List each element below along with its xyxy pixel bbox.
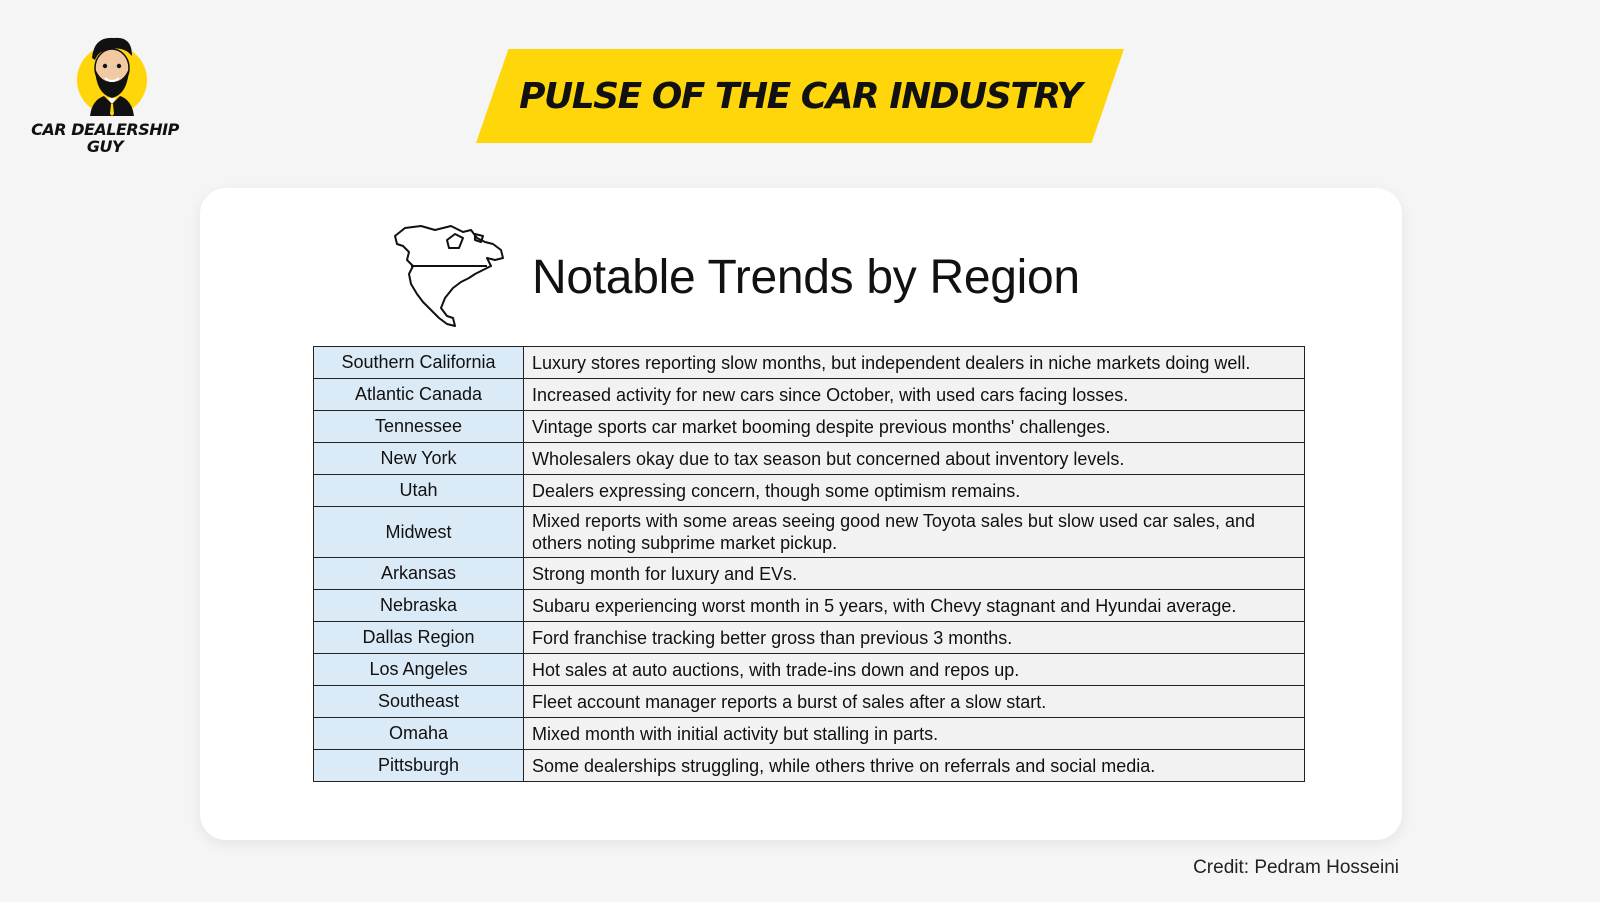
credit-text: Credit: Pedram Hosseini — [1193, 857, 1399, 878]
section-title: Notable Trends by Region — [532, 251, 1080, 304]
brand-logo: CAR DEALERSHIP GUY — [20, 28, 190, 168]
region-cell: Midwest — [313, 506, 524, 558]
trend-cell: Dealers expressing concern, though some … — [523, 474, 1305, 507]
north-america-map-icon — [394, 225, 504, 327]
table-row: Midwest Mixed reports with some areas se… — [313, 506, 1305, 558]
trend-cell: Subaru experiencing worst month in 5 yea… — [523, 589, 1305, 622]
trend-cell: Wholesalers okay due to tax season but c… — [523, 442, 1305, 475]
table-row: Dallas Region Ford franchise tracking be… — [313, 621, 1305, 654]
trend-cell: Mixed reports with some areas seeing goo… — [523, 506, 1305, 558]
brand-name: CAR DEALERSHIP GUY — [20, 121, 190, 155]
region-cell: Los Angeles — [313, 653, 524, 686]
table-row: New York Wholesalers okay due to tax sea… — [313, 442, 1305, 475]
region-cell: Arkansas — [313, 557, 524, 590]
trend-cell: Luxury stores reporting slow months, but… — [523, 346, 1305, 379]
trend-cell: Vintage sports car market booming despit… — [523, 410, 1305, 443]
region-cell: Pittsburgh — [313, 749, 524, 782]
trend-cell: Some dealerships struggling, while other… — [523, 749, 1305, 782]
brand-name-line2: GUY — [86, 137, 124, 156]
region-cell: New York — [313, 442, 524, 475]
region-cell: Utah — [313, 474, 524, 507]
region-cell: Omaha — [313, 717, 524, 750]
trends-table: Southern California Luxury stores report… — [313, 346, 1305, 782]
table-row: Arkansas Strong month for luxury and EVs… — [313, 557, 1305, 590]
table-row: Southeast Fleet account manager reports … — [313, 685, 1305, 718]
region-cell: Southeast — [313, 685, 524, 718]
trend-cell: Ford franchise tracking better gross tha… — [523, 621, 1305, 654]
trend-cell: Mixed month with initial activity but st… — [523, 717, 1305, 750]
region-cell: Nebraska — [313, 589, 524, 622]
trend-cell: Strong month for luxury and EVs. — [523, 557, 1305, 590]
region-cell: Tennessee — [313, 410, 524, 443]
table-row: Los Angeles Hot sales at auto auctions, … — [313, 653, 1305, 686]
table-row: Nebraska Subaru experiencing worst month… — [313, 589, 1305, 622]
trend-cell: Hot sales at auto auctions, with trade-i… — [523, 653, 1305, 686]
table-row: Southern California Luxury stores report… — [313, 346, 1305, 379]
region-cell: Dallas Region — [313, 621, 524, 654]
region-cell: Atlantic Canada — [313, 378, 524, 411]
banner-title: PULSE OF THE CAR INDUSTRY — [519, 75, 1082, 117]
brand-name-line1: CAR DEALERSHIP — [31, 120, 179, 139]
table-row: Pittsburgh Some dealerships struggling, … — [313, 749, 1305, 782]
region-cell: Southern California — [313, 346, 524, 379]
mascot-icon — [77, 37, 147, 116]
title-banner: PULSE OF THE CAR INDUSTRY — [476, 49, 1124, 143]
table-row: Tennessee Vintage sports car market boom… — [313, 410, 1305, 443]
trend-cell: Fleet account manager reports a burst of… — [523, 685, 1305, 718]
trend-cell: Increased activity for new cars since Oc… — [523, 378, 1305, 411]
table-row: Utah Dealers expressing concern, though … — [313, 474, 1305, 507]
table-row: Omaha Mixed month with initial activity … — [313, 717, 1305, 750]
table-row: Atlantic Canada Increased activity for n… — [313, 378, 1305, 411]
